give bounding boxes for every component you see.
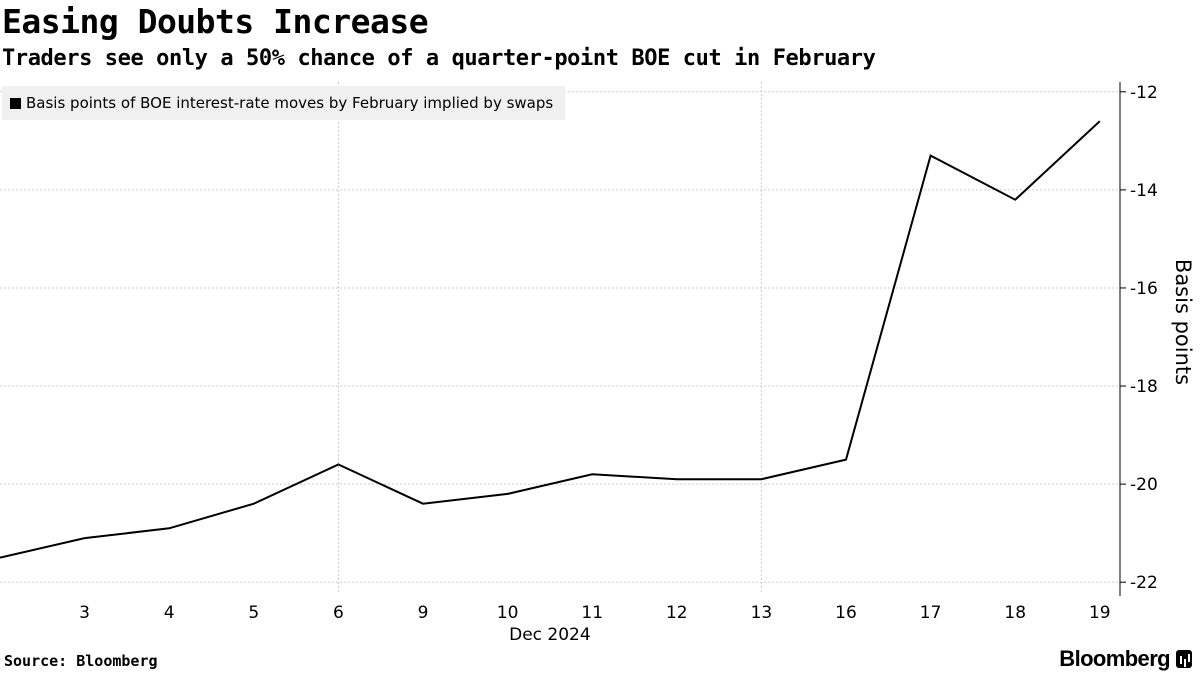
y-tick-label: -22 [1130, 573, 1158, 593]
x-axis-label: Dec 2024 [509, 625, 591, 645]
gridlines [0, 82, 1120, 592]
y-axis: -12 -14 -16 -18 -20 -22 [1119, 82, 1158, 596]
x-tick-label: 17 [920, 603, 942, 623]
legend-label: Basis points of BOE interest-rate moves … [26, 94, 554, 112]
y-tick-label: -16 [1130, 279, 1158, 299]
x-tick-label: 18 [1004, 603, 1026, 623]
chart-title: Easing Doubts Increase [2, 2, 429, 41]
legend-swatch [10, 97, 21, 109]
x-tick-label: 16 [835, 603, 857, 623]
brand-name: Bloomberg [1059, 646, 1170, 671]
y-axis-label: Basis points [1171, 259, 1195, 385]
y-tick-label: -20 [1130, 475, 1158, 495]
x-tick-label: 19 [1089, 603, 1111, 623]
bloomberg-chart-icon [1176, 650, 1192, 668]
chart-subtitle: Traders see only a 50% chance of a quart… [2, 46, 876, 71]
x-axis: 3 4 5 6 9 10 11 12 13 16 17 18 19 [79, 603, 1110, 623]
y-tick-label: -14 [1130, 181, 1158, 201]
x-tick-label: 5 [248, 603, 259, 623]
y-tick-label: -12 [1130, 83, 1158, 103]
series-group [0, 120, 1101, 559]
x-tick-label: 3 [79, 603, 90, 623]
x-tick-label: 6 [333, 603, 344, 623]
series-line [0, 120, 1101, 559]
x-tick-label: 12 [666, 603, 688, 623]
x-tick-label: 4 [164, 603, 175, 623]
x-tick-label: 10 [497, 603, 519, 623]
bloomberg-logo: Bloomberg [1059, 646, 1192, 672]
y-tick-label: -18 [1130, 377, 1158, 397]
x-tick-label: 13 [751, 603, 773, 623]
x-tick-label: 11 [581, 603, 603, 623]
legend: Basis points of BOE interest-rate moves … [2, 86, 566, 120]
x-tick-label: 9 [418, 603, 429, 623]
source-note: Source: Bloomberg [4, 652, 158, 670]
